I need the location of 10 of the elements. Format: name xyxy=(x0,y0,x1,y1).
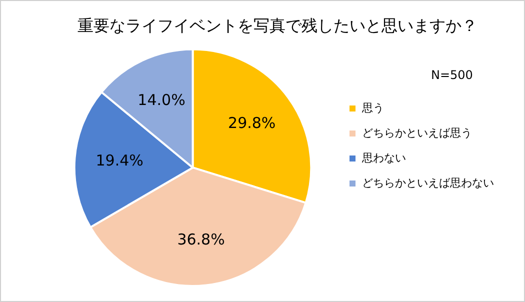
data-label: 19.4% xyxy=(96,152,144,170)
data-label: 14.0% xyxy=(138,91,186,110)
text: N=500 xyxy=(431,68,473,82)
legend-label: どちらかといえば思う xyxy=(362,126,472,140)
data-label: 36.8% xyxy=(177,230,225,248)
data-label: 29.8% xyxy=(228,114,276,132)
legend-label: どちらかといえば思わない xyxy=(362,176,494,190)
chart-title: 重要なライフイベントを写真で残したいと思いますか？ xyxy=(78,16,478,35)
legend-label: 思う xyxy=(361,101,384,114)
legend-label: 思わない xyxy=(361,151,406,164)
